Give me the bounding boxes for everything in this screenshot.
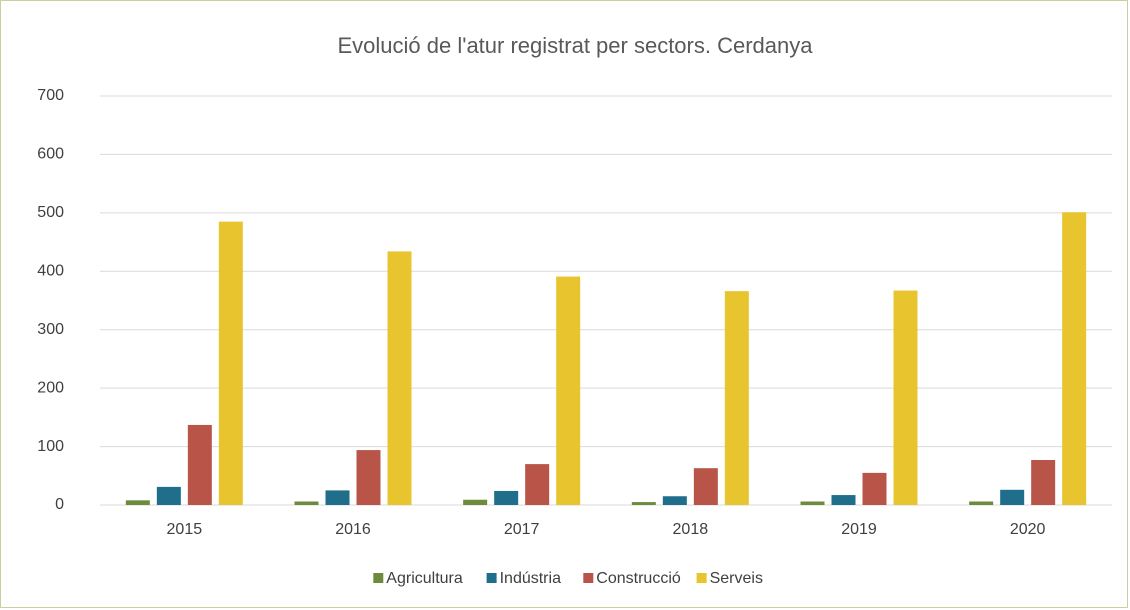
bar	[218, 221, 243, 505]
bar	[294, 501, 319, 505]
x-tick-label: 2016	[335, 521, 371, 538]
bar	[1031, 460, 1056, 505]
y-tick-label: 400	[37, 263, 64, 280]
bar	[969, 501, 994, 505]
y-tick-label: 600	[37, 146, 64, 163]
x-tick-label: 2018	[673, 521, 709, 538]
bar	[494, 490, 519, 505]
chart-title: Evolució de l'atur registrat per sectors…	[338, 33, 814, 58]
y-tick-label: 100	[37, 438, 64, 455]
y-tick-label: 500	[37, 204, 64, 221]
bar	[1062, 212, 1087, 505]
bar	[356, 450, 381, 505]
legend-swatch	[373, 573, 384, 583]
legend-label: Construcció	[596, 570, 681, 587]
bar	[1000, 489, 1025, 505]
bar	[325, 490, 350, 505]
y-tick-label: 700	[37, 87, 64, 104]
legend-swatch	[696, 573, 707, 583]
bar	[525, 464, 550, 505]
bar	[893, 290, 918, 505]
bar	[156, 486, 181, 505]
x-tick-label: 2019	[841, 521, 877, 538]
bar	[631, 502, 656, 505]
legend-swatch	[583, 573, 594, 583]
bar	[125, 500, 150, 505]
legend-label: Serveis	[710, 570, 763, 587]
legend-label: Indústria	[500, 570, 561, 587]
bar	[862, 472, 887, 505]
legend-label: Agricultura	[386, 570, 463, 587]
y-tick-label: 0	[55, 496, 64, 513]
bar	[556, 276, 581, 505]
y-tick-label: 200	[37, 379, 64, 396]
y-tick-label: 300	[37, 321, 64, 338]
bar	[463, 499, 488, 505]
bar	[662, 496, 687, 505]
bar	[387, 251, 412, 505]
bar	[724, 291, 749, 505]
bar	[831, 495, 856, 505]
bar	[693, 468, 718, 505]
bar	[800, 501, 825, 505]
x-tick-label: 2017	[504, 521, 540, 538]
x-tick-label: 2020	[1010, 521, 1046, 538]
bar	[187, 424, 212, 505]
legend-swatch	[486, 573, 497, 583]
x-tick-label: 2015	[167, 521, 203, 538]
